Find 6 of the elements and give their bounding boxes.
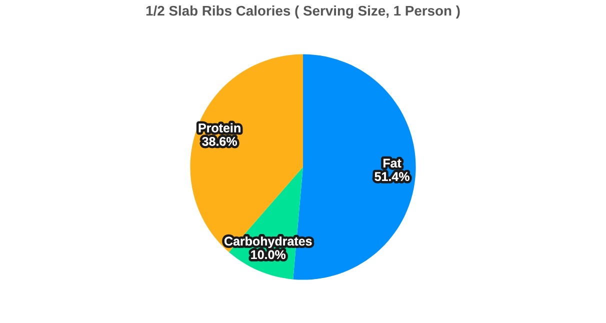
data-label: 10.0% (251, 250, 286, 260)
data-label: 38.6% (202, 137, 237, 146)
slice-label: Protein (198, 123, 240, 132)
chart-title: 1/2 Slab Ribs Calories ( Serving Size, 1 Person ) (146, 5, 460, 19)
slice-label: Fat (383, 158, 402, 168)
data-label: 51.4% (374, 172, 410, 182)
